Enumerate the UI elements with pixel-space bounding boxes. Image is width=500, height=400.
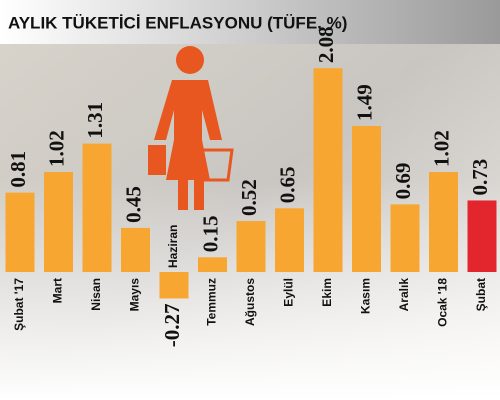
value-label: 1.49 xyxy=(352,84,376,121)
bar xyxy=(198,257,227,272)
x-tick-label: Ekim xyxy=(320,278,334,307)
x-tick-label: Ağustos xyxy=(243,278,257,326)
value-label: 0.81 xyxy=(6,151,30,188)
bar xyxy=(467,200,497,272)
bar xyxy=(44,172,73,272)
x-tick-label: Temmuz xyxy=(205,278,219,326)
x-tick-label: Ocak '18 xyxy=(436,278,450,327)
value-label: 2.08 xyxy=(314,26,338,63)
x-tick-label: Mayıs xyxy=(128,278,142,312)
value-label: 0.52 xyxy=(237,179,261,216)
x-tick-label: Şubat '17 xyxy=(12,278,26,331)
x-tick-label: Mart xyxy=(51,278,65,303)
x-tick-label: Kasım xyxy=(359,278,373,314)
bar xyxy=(121,227,150,272)
x-tick-label: Eylül xyxy=(282,278,296,307)
x-tick-label: Şubat xyxy=(474,278,488,311)
chart-title: AYLIK TÜKETİCİ ENFLASYONU (TÜFE, %) xyxy=(8,13,347,32)
x-tick-label: Nisan xyxy=(89,278,103,311)
value-label: 0.65 xyxy=(275,167,299,204)
bar xyxy=(429,172,458,272)
x-tick-label: Haziran xyxy=(166,225,180,268)
bar xyxy=(5,192,35,272)
value-label: 0.45 xyxy=(121,186,145,223)
value-label: 0.69 xyxy=(391,163,415,200)
bar xyxy=(313,68,343,272)
x-tick-label: Aralık xyxy=(397,278,411,312)
value-label: 0.73 xyxy=(468,159,492,196)
bar xyxy=(390,204,420,272)
shopper-icon xyxy=(148,46,234,210)
title-bar xyxy=(0,0,500,44)
value-label: 1.02 xyxy=(44,130,68,167)
bar xyxy=(275,208,304,272)
value-label: 1.02 xyxy=(429,130,453,167)
value-label: -0.27 xyxy=(160,303,184,347)
bar xyxy=(236,221,266,272)
bar xyxy=(82,143,112,272)
bar xyxy=(352,125,381,272)
value-label: 1.31 xyxy=(83,102,107,139)
value-label: 0.15 xyxy=(198,216,222,253)
bar xyxy=(159,272,189,299)
